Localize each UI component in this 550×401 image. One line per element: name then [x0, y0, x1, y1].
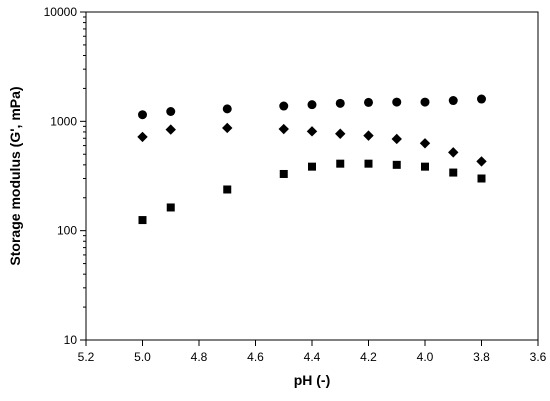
y-axis: 10 100 1000 10000 — [44, 5, 86, 347]
x-tick-label: 3.8 — [473, 350, 490, 364]
y-tick-label: 1000 — [50, 114, 77, 128]
circle-point — [477, 94, 486, 104]
x-tick-label: 4.0 — [417, 350, 434, 364]
square-point — [138, 216, 147, 225]
diamond-point — [335, 128, 346, 139]
y-tick-label: 100 — [57, 224, 77, 238]
square-point — [336, 159, 345, 168]
circle-point — [222, 104, 232, 114]
square-point — [392, 160, 401, 169]
x-tick-label: 4.6 — [247, 350, 264, 364]
y-tick-label: 10 — [64, 333, 78, 347]
circle-point — [138, 110, 147, 120]
x-tick-label: 3.6 — [530, 350, 547, 364]
square-point — [477, 174, 486, 183]
diamond-point — [306, 126, 318, 137]
circle-point — [364, 97, 373, 107]
diamond-point — [391, 133, 402, 145]
diamond-point — [363, 130, 374, 141]
circle-point — [392, 97, 402, 107]
square-point — [421, 162, 429, 171]
square-point — [308, 162, 316, 171]
diamond-point — [448, 147, 459, 158]
plot-frame — [85, 11, 539, 341]
x-tick-label: 5.0 — [134, 350, 151, 364]
x-tick-label: 4.2 — [360, 350, 377, 364]
x-axis-title: pH (-) — [294, 372, 331, 388]
square-point — [279, 169, 288, 178]
diamond-point — [476, 156, 487, 167]
circle-point — [420, 97, 430, 107]
square-point — [364, 159, 373, 168]
square-point — [449, 168, 458, 177]
diamond-point — [222, 122, 233, 134]
x-tick-label: 5.2 — [78, 350, 95, 364]
y-axis-title: Storage modulus (G', mPa) — [7, 86, 23, 265]
x-tick-label: 4.8 — [191, 350, 208, 364]
circle-point — [166, 107, 176, 117]
diamond-point — [137, 131, 148, 143]
diamond-point — [278, 123, 289, 135]
x-tick-label: 4.4 — [304, 350, 321, 364]
diamond-point — [165, 124, 176, 135]
diamond-point — [419, 138, 431, 149]
circle-point — [279, 101, 289, 111]
circle-point — [307, 100, 317, 110]
y-tick-label: 10000 — [44, 5, 78, 19]
square-point — [166, 203, 175, 212]
circle-point — [335, 98, 345, 108]
square-point — [223, 185, 232, 194]
x-axis: 5.2 5.0 4.8 4.6 4.4 4.2 4.0 3.8 3.6 — [78, 340, 547, 364]
circle-point — [448, 96, 458, 106]
data-points — [137, 94, 487, 225]
